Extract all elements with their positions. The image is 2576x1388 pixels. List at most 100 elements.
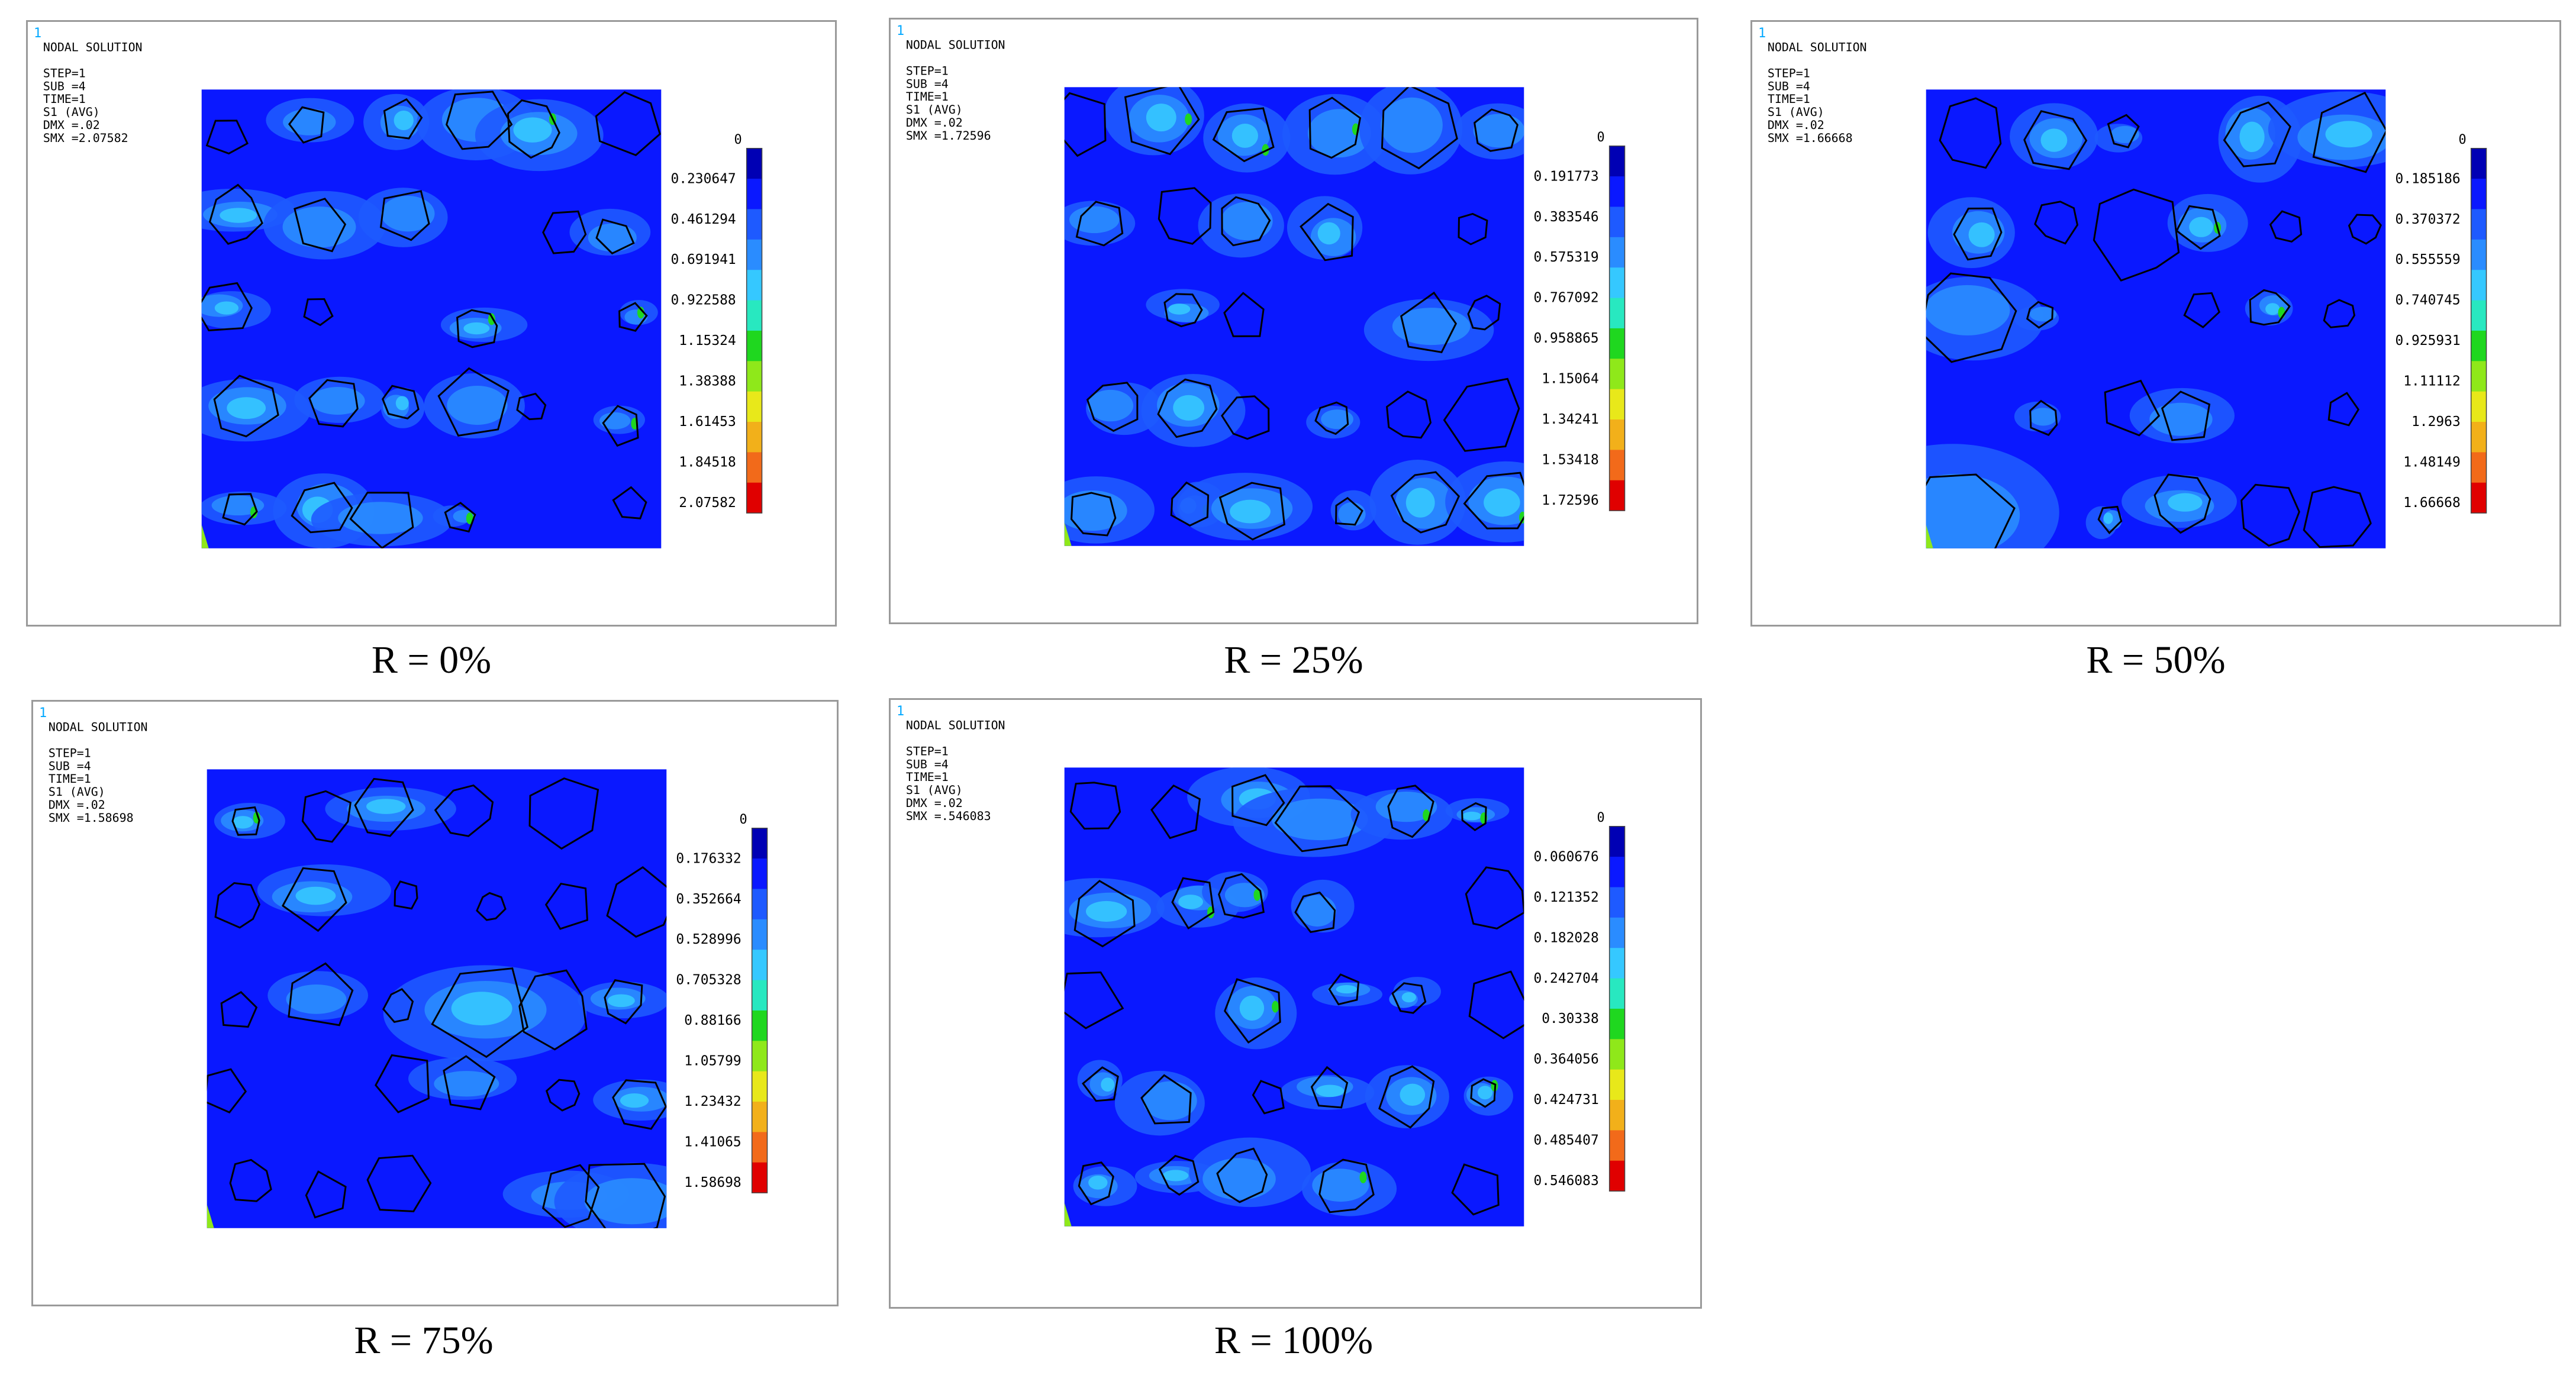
legend-swatch	[752, 1010, 768, 1041]
aggregate-outline	[2104, 379, 2161, 437]
legend-swatch	[752, 1162, 768, 1193]
aggregate-outline	[618, 302, 648, 332]
aggregate-outline	[208, 183, 263, 245]
aggregate-outline	[1926, 473, 2016, 548]
aggregate-outline	[2183, 292, 2220, 328]
stress-field	[1926, 89, 2386, 548]
legend-top-label: 0	[734, 133, 742, 147]
aggregate-outline	[1939, 97, 2002, 169]
stress-zone	[1401, 992, 1416, 1003]
aggregate-outline	[1218, 482, 1285, 541]
aggregate-outline	[1071, 492, 1117, 537]
legend-swatch	[1609, 237, 1625, 268]
window-number: 1	[1758, 26, 1766, 41]
aggregate-outline	[434, 784, 494, 837]
aggregate-outline	[375, 1054, 430, 1113]
aggregate-outline	[1069, 782, 1121, 830]
aggregate-outline	[2026, 301, 2054, 329]
caption-r0: R = 0%	[371, 638, 492, 682]
aggregate-outline	[1308, 96, 1362, 159]
aggregate-outline	[205, 120, 249, 155]
aggregate-outline	[349, 492, 414, 548]
aggregate-outline	[231, 806, 260, 836]
legend-value: 1.23432	[684, 1094, 741, 1109]
aggregate-outline	[379, 190, 430, 241]
legend-swatch	[752, 828, 768, 859]
aggregate-outline	[2175, 205, 2221, 250]
legend-swatch	[752, 1132, 768, 1163]
stress-zone	[1473, 114, 1524, 148]
legend-value: 1.72596	[1542, 493, 1598, 508]
stress-zone	[282, 206, 356, 248]
aggregate-outline	[288, 106, 325, 144]
legend-value: 1.41065	[684, 1135, 741, 1150]
aggregate-outline	[1300, 202, 1354, 262]
legend-value: 1.53418	[1542, 453, 1598, 468]
header-line: S1 (AVG)	[906, 783, 963, 797]
aggregate-outline	[1064, 92, 1107, 157]
stress-zone	[2239, 121, 2265, 153]
legend-swatch	[2471, 482, 2487, 514]
aggregate-outline	[443, 1055, 496, 1111]
aggregate-outline	[1953, 207, 2003, 261]
legend-swatch	[1609, 887, 1625, 918]
aggregate-outline	[1443, 377, 1520, 452]
stress-zone	[1101, 1077, 1115, 1092]
legend-swatch	[752, 1041, 768, 1072]
aggregate-outline	[1075, 201, 1124, 247]
stress-zone	[220, 208, 257, 223]
stress-zone	[1173, 395, 1205, 421]
legend-swatch	[2471, 209, 2487, 240]
header-line: TIME=1	[906, 770, 949, 784]
aggregate-outline	[1220, 395, 1270, 440]
aggregate-outline	[2269, 210, 2303, 243]
aggregate-outline	[303, 298, 334, 327]
legend-value: 0.191773	[1533, 169, 1598, 184]
legend-value: 0.176332	[676, 851, 741, 866]
aggregate-outline	[595, 218, 635, 255]
legend-value: 1.66668	[2403, 495, 2460, 511]
legend-swatch	[2471, 361, 2487, 392]
header-line: STEP=1	[1768, 66, 1810, 80]
header-line: STEP=1	[906, 64, 949, 78]
stress-zone	[2325, 121, 2372, 148]
aggregate-outline	[1274, 785, 1360, 853]
legend-swatch	[752, 1071, 768, 1102]
legend-swatch	[752, 858, 768, 889]
aggregate-outline	[383, 98, 423, 140]
aggregate-outline	[1221, 196, 1271, 247]
aggregate-outline	[595, 91, 661, 156]
aggregate-outline	[1318, 1158, 1375, 1213]
header-line: DMX =.02	[43, 118, 100, 132]
stress-zone	[620, 1093, 649, 1108]
legend-swatch	[746, 148, 762, 179]
aggregate-outline	[1400, 291, 1458, 354]
aggregate-outline	[518, 969, 588, 1051]
stress-zone	[584, 1178, 667, 1225]
aggregate-outline	[1467, 295, 1501, 331]
stress-zone	[2040, 128, 2068, 152]
aggregate-outline	[1378, 1065, 1435, 1129]
stress-zone	[2029, 408, 2058, 426]
aggregate-outline	[444, 502, 476, 533]
aggregate-outline	[291, 482, 353, 534]
stress-zone	[214, 301, 239, 315]
legend-value: 1.84518	[679, 455, 736, 470]
legend-swatch	[2471, 422, 2487, 453]
aggregate-outline	[1170, 481, 1210, 527]
aggregate-outline	[1224, 978, 1281, 1044]
contour-panel-r0: 1 NODAL SOLUTION STEP=1 SUB =4 TIME=1 S1 (AVG…	[26, 20, 837, 627]
stress-zone	[1968, 222, 1995, 247]
legend-swatch	[1609, 206, 1625, 238]
aggregate-outline	[394, 880, 418, 910]
aggregate-outline	[220, 991, 258, 1028]
legend-swatch	[1609, 1100, 1625, 1131]
legend-swatch	[1609, 857, 1625, 887]
color-legend: 0 0.185186 0.370372 0.555559 0.740745 0.92593…	[2395, 133, 2487, 514]
header-line: TIME=1	[49, 772, 91, 786]
header-line: NODAL SOLUTION	[906, 38, 1005, 52]
legend-swatch	[2471, 391, 2487, 422]
aggregate-outline	[612, 486, 647, 519]
aggregate-outline	[544, 882, 589, 930]
